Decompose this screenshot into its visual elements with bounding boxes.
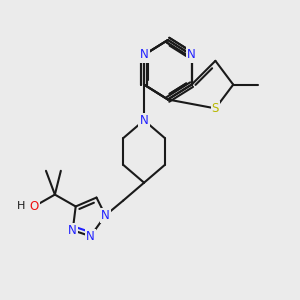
Text: N: N <box>140 48 148 62</box>
Text: N: N <box>86 230 95 243</box>
Text: N: N <box>140 114 148 127</box>
Text: S: S <box>212 102 219 115</box>
Text: N: N <box>187 48 196 62</box>
Text: O: O <box>29 200 39 213</box>
Text: N: N <box>68 224 77 237</box>
Text: N: N <box>101 209 110 222</box>
Text: H: H <box>16 202 25 212</box>
